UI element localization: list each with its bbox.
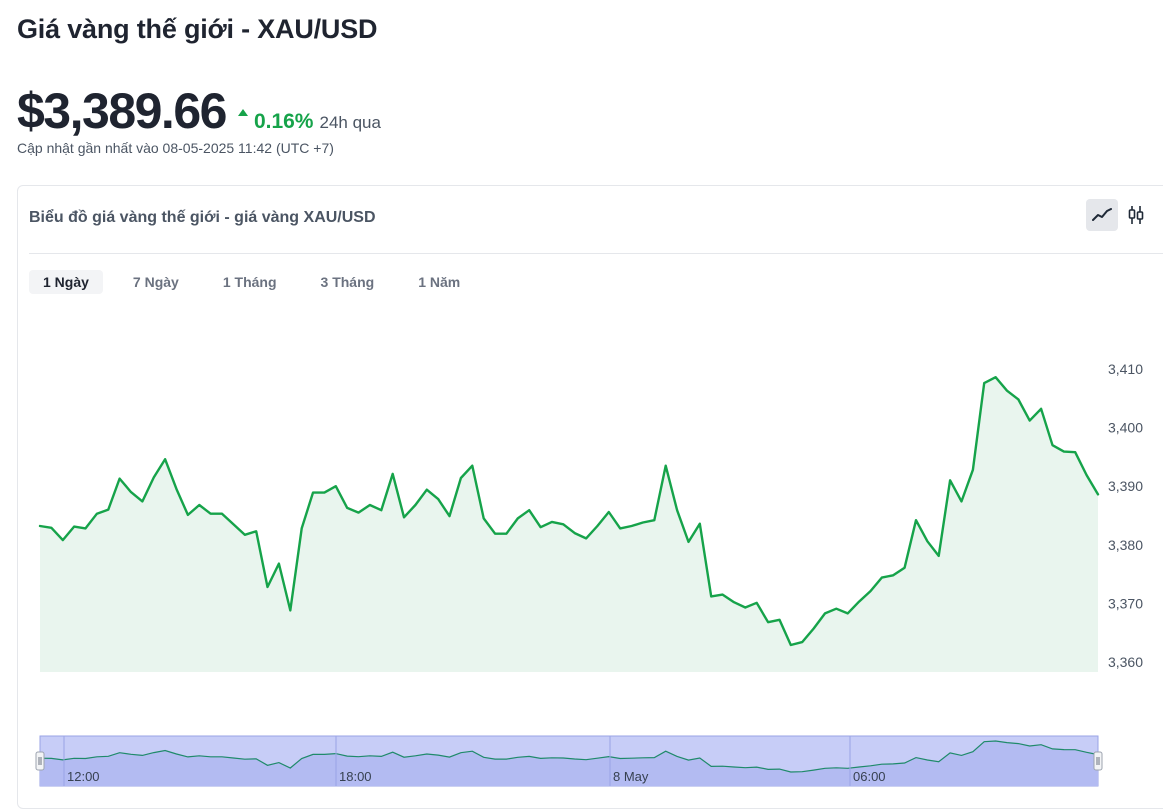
candlestick-chart-button[interactable] bbox=[1120, 199, 1152, 231]
y-axis-tick-label: 3,400 bbox=[1108, 420, 1143, 436]
range-tab-1y[interactable]: 1 Năm bbox=[418, 274, 461, 290]
current-price: $3,389.66 bbox=[17, 83, 227, 139]
price-area-fill bbox=[40, 377, 1098, 672]
chart-card-title: Biểu đồ giá vàng thế giới - giá vàng XAU… bbox=[29, 209, 376, 226]
navigator-time-label: 18:00 bbox=[339, 769, 372, 784]
navigator-line bbox=[39, 740, 1099, 773]
time-range-tabs: 1 Ngày 7 Ngày 1 Tháng 3 Tháng 1 Năm bbox=[29, 270, 490, 294]
navigator-time-label: 06:00 bbox=[853, 769, 886, 784]
candlestick-icon bbox=[1128, 206, 1144, 224]
price-change-percent: 0.16% bbox=[253, 110, 314, 133]
navigator-time-label: 8 May bbox=[613, 769, 649, 784]
y-axis-tick-label: 3,410 bbox=[1108, 361, 1143, 377]
range-tab-1d[interactable]: 1 Ngày bbox=[29, 270, 103, 294]
line-chart-button[interactable] bbox=[1086, 199, 1118, 231]
navigator-area bbox=[40, 741, 1098, 786]
line-chart-icon bbox=[1092, 208, 1112, 221]
y-axis-tick-label: 3,360 bbox=[1108, 654, 1143, 670]
price-line bbox=[38, 376, 1100, 647]
price-change-period: 24h qua bbox=[319, 113, 381, 132]
range-tab-7d[interactable]: 7 Ngày bbox=[132, 274, 179, 290]
range-tab-3m[interactable]: 3 Tháng bbox=[320, 274, 375, 290]
last-updated-text: Cập nhật gần nhất vào 08-05-2025 11:42 (… bbox=[17, 140, 334, 156]
range-tab-1m[interactable]: 1 Tháng bbox=[222, 274, 277, 290]
navigator-right-handle[interactable] bbox=[1093, 751, 1103, 771]
up-arrow-icon bbox=[237, 109, 248, 116]
card-divider bbox=[29, 253, 1163, 254]
y-axis-tick-label: 3,370 bbox=[1108, 595, 1143, 611]
y-axis-tick-label: 3,380 bbox=[1108, 537, 1143, 553]
page-title: Giá vàng thế giới - XAU/USD bbox=[17, 14, 378, 44]
navigator-left-handle[interactable] bbox=[35, 751, 45, 771]
price-summary: $3,389.66 0.16% 24h qua bbox=[17, 82, 381, 140]
navigator-time-label: 12:00 bbox=[67, 769, 100, 784]
y-axis-tick-label: 3,390 bbox=[1108, 478, 1143, 494]
